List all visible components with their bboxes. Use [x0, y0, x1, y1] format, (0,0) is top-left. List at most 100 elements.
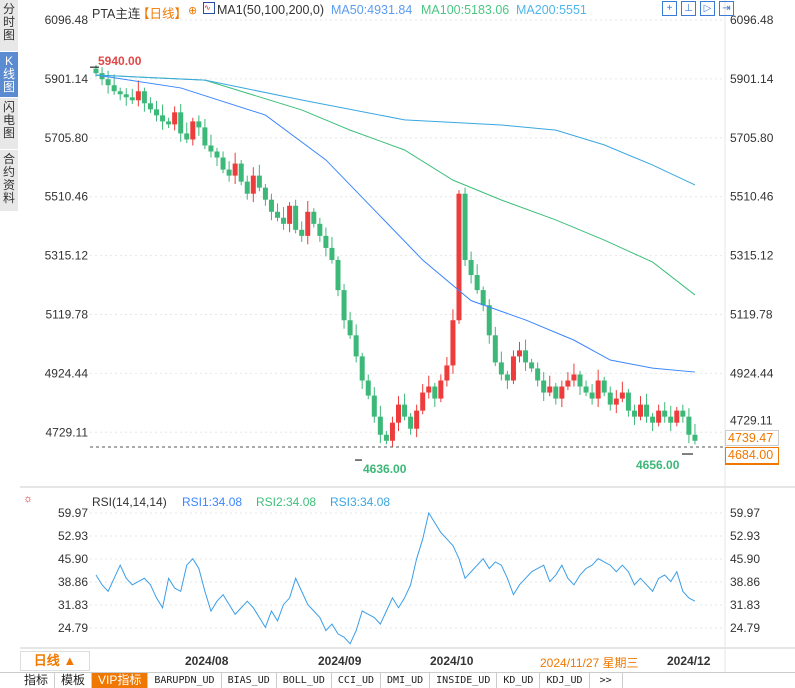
candle-down: [123, 94, 129, 98]
price-axis-label-right: 6096.48: [730, 13, 774, 27]
rsi1-value: RSI1:34.08: [182, 495, 243, 509]
rsi-axis-label-left: 31.83: [58, 598, 88, 612]
price-axis-label-left: 5705.80: [45, 131, 89, 145]
price-axis-label-left: 4729.11: [46, 425, 89, 439]
add-icon[interactable]: ⊕: [188, 5, 198, 17]
candle-down: [129, 97, 135, 101]
candle-down: [202, 127, 208, 146]
candle-up: [190, 121, 196, 140]
candle-down: [208, 145, 214, 152]
candle-up: [456, 193, 462, 321]
candle-down: [589, 392, 595, 399]
low-label: 4636.00: [363, 462, 407, 476]
price-axis-label-right: 5705.80: [730, 131, 774, 145]
candle-down: [178, 112, 184, 134]
candle-down: [311, 211, 317, 224]
tab-vip-indicator[interactable]: VIP指标: [92, 673, 149, 688]
candle-up: [135, 91, 141, 101]
tab-bias[interactable]: BIAS_UD: [222, 673, 277, 688]
candle-down: [644, 404, 650, 417]
candle-down: [474, 275, 480, 291]
candle-down: [365, 380, 371, 396]
period-button[interactable]: 日线 ▲: [20, 651, 90, 671]
ma100-line: [95, 74, 696, 296]
tab-kd[interactable]: KD_UD: [497, 673, 541, 688]
candle-up: [250, 175, 256, 194]
exit-icon[interactable]: ⇥: [719, 1, 734, 16]
more-tabs-button[interactable]: >>: [590, 673, 623, 688]
ma100-value: MA100:5183.06: [421, 3, 510, 17]
candle-up: [287, 205, 293, 224]
candle-up: [420, 392, 426, 411]
candle-down: [160, 115, 166, 122]
candle-down: [668, 416, 674, 423]
date-label: 2024/10: [430, 654, 474, 668]
fit-icon[interactable]: ⊥: [681, 1, 696, 16]
tab-dmi[interactable]: DMI_UD: [381, 673, 431, 688]
candle-up: [414, 410, 420, 429]
candle-down: [281, 217, 287, 224]
candle-up: [559, 386, 565, 399]
candle-down: [220, 157, 226, 170]
candle-down: [353, 335, 359, 357]
price-axis-label-left: 5901.14: [45, 72, 89, 86]
tab-kline[interactable]: K线图: [0, 52, 18, 98]
candle-up: [571, 374, 577, 381]
tab-barupdn[interactable]: BARUPDN_UD: [148, 673, 222, 688]
crosshair-icon[interactable]: +: [662, 1, 677, 16]
candle-down: [226, 169, 232, 176]
candle-down: [541, 380, 547, 393]
candle-down: [268, 199, 274, 212]
candle-down: [468, 259, 474, 276]
rsi-settings-icon[interactable]: ☼: [23, 493, 34, 505]
play-icon[interactable]: ▷: [700, 1, 715, 16]
price-axis-label-left: 4924.44: [45, 366, 89, 380]
rsi-axis-label-right: 59.97: [730, 506, 760, 520]
candle-up: [656, 410, 662, 423]
candle-down: [402, 404, 408, 417]
candle-down: [498, 362, 504, 375]
cursor-date: 2024/11/27 星期三: [540, 656, 639, 670]
tab-cci[interactable]: CCI_UD: [332, 673, 382, 688]
rsi-axis-label-left: 45.90: [58, 552, 88, 566]
price-axis-label-right: 4729.11: [730, 413, 773, 427]
date-label: 2024/09: [318, 654, 362, 668]
tab-kdj[interactable]: KDJ_UD: [540, 673, 590, 688]
candle-up: [450, 320, 456, 366]
candle-up: [565, 380, 571, 387]
candle-down: [347, 320, 353, 336]
candle-down: [650, 416, 656, 423]
candle-down: [141, 91, 147, 104]
candle-down: [147, 103, 153, 110]
candle-down: [607, 392, 613, 405]
candle-down: [262, 187, 268, 200]
price-axis-label-left: 5510.46: [45, 190, 89, 204]
indicator-chart-icon[interactable]: ∿: [203, 2, 215, 14]
candle-down: [686, 416, 692, 435]
rsi2-value: RSI2:34.08: [256, 495, 317, 509]
candle-up: [426, 386, 432, 393]
candle-down: [680, 410, 686, 417]
candle-down: [93, 68, 99, 74]
candle-down: [462, 193, 468, 260]
tab-template[interactable]: 模板: [55, 673, 93, 688]
candle-down: [317, 223, 323, 236]
candle-down: [275, 211, 280, 218]
candle-down: [486, 305, 492, 336]
tab-boll[interactable]: BOLL_UD: [277, 673, 332, 688]
rsi-axis-label-right: 38.86: [730, 575, 760, 589]
period-label[interactable]: 【日线】: [137, 7, 188, 21]
tab-inside[interactable]: INSIDE_UD: [430, 673, 498, 688]
candle-up: [389, 422, 395, 441]
candle-up: [674, 410, 680, 423]
price-axis-label-left: 5315.12: [45, 249, 89, 263]
ma50-line: [95, 74, 695, 373]
tab-time-share[interactable]: 分时图: [0, 0, 18, 52]
tab-contract-info[interactable]: 合约资料: [0, 150, 18, 212]
tab-flash[interactable]: 闪电图: [0, 98, 18, 150]
tab-indicator[interactable]: 指标: [18, 673, 56, 688]
candle-up: [444, 365, 450, 381]
candle-down: [377, 416, 383, 435]
candle-down: [601, 380, 607, 393]
